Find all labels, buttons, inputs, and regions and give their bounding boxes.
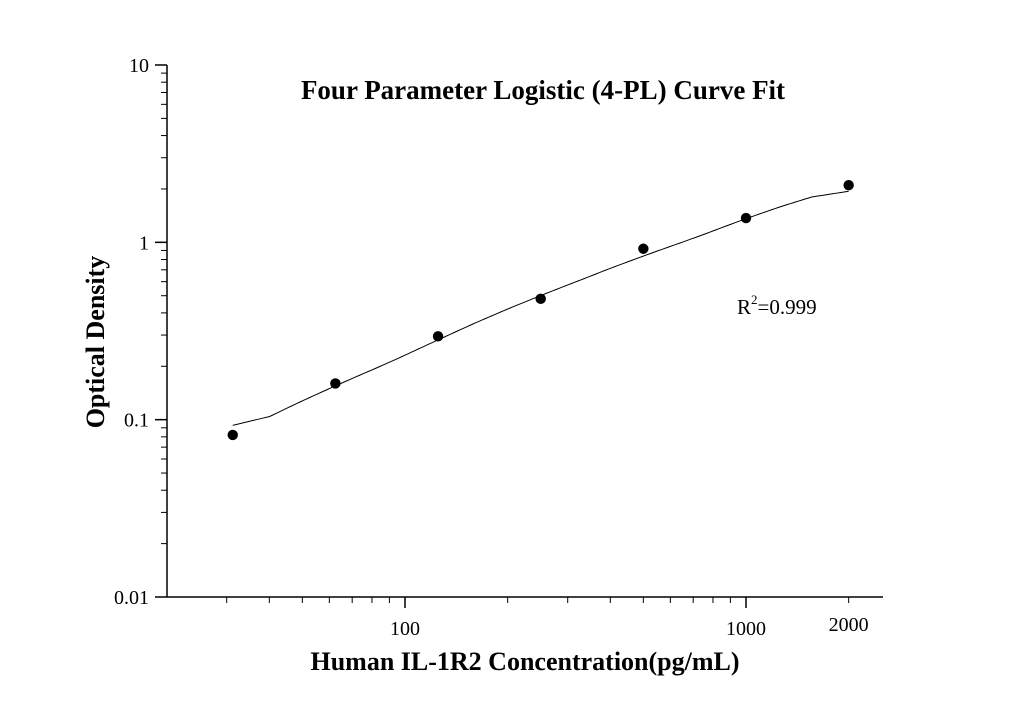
r-squared-superscript: 2 (751, 292, 758, 307)
data-point (227, 429, 238, 441)
data-point (432, 331, 444, 342)
axis-ticks (155, 64, 850, 608)
y-tick-label: 10 (129, 55, 149, 77)
data-point (843, 179, 854, 191)
y-axis-title: Optical Density (81, 256, 110, 429)
chart-title: Four Parameter Logistic (4-PL) Curve Fit (301, 75, 785, 105)
y-tick-label: 0.01 (114, 587, 149, 609)
x-axis-title: Human IL-1R2 Concentration(pg/mL) (310, 647, 739, 676)
data-point (535, 293, 546, 305)
data-points (227, 179, 854, 441)
r-squared-letter: R (737, 295, 751, 319)
data-point (740, 212, 752, 224)
axis-tick-labels: 0.01 0.1 1 10 100 1000 2000 (114, 55, 869, 640)
y-tick-label: 0.1 (124, 410, 149, 432)
data-point (330, 378, 341, 389)
y-tick-label: 1 (139, 232, 149, 254)
plot-frame (166, 65, 883, 598)
r-squared-annotation: R2=0.999 (737, 292, 817, 319)
x-tick-label: 1000 (726, 618, 766, 640)
x-tick-label: 100 (390, 618, 420, 640)
x-tick-label: 2000 (829, 614, 869, 636)
data-point (638, 243, 649, 254)
r-squared-value: =0.999 (758, 295, 817, 319)
fit-curve-line (232, 190, 849, 426)
